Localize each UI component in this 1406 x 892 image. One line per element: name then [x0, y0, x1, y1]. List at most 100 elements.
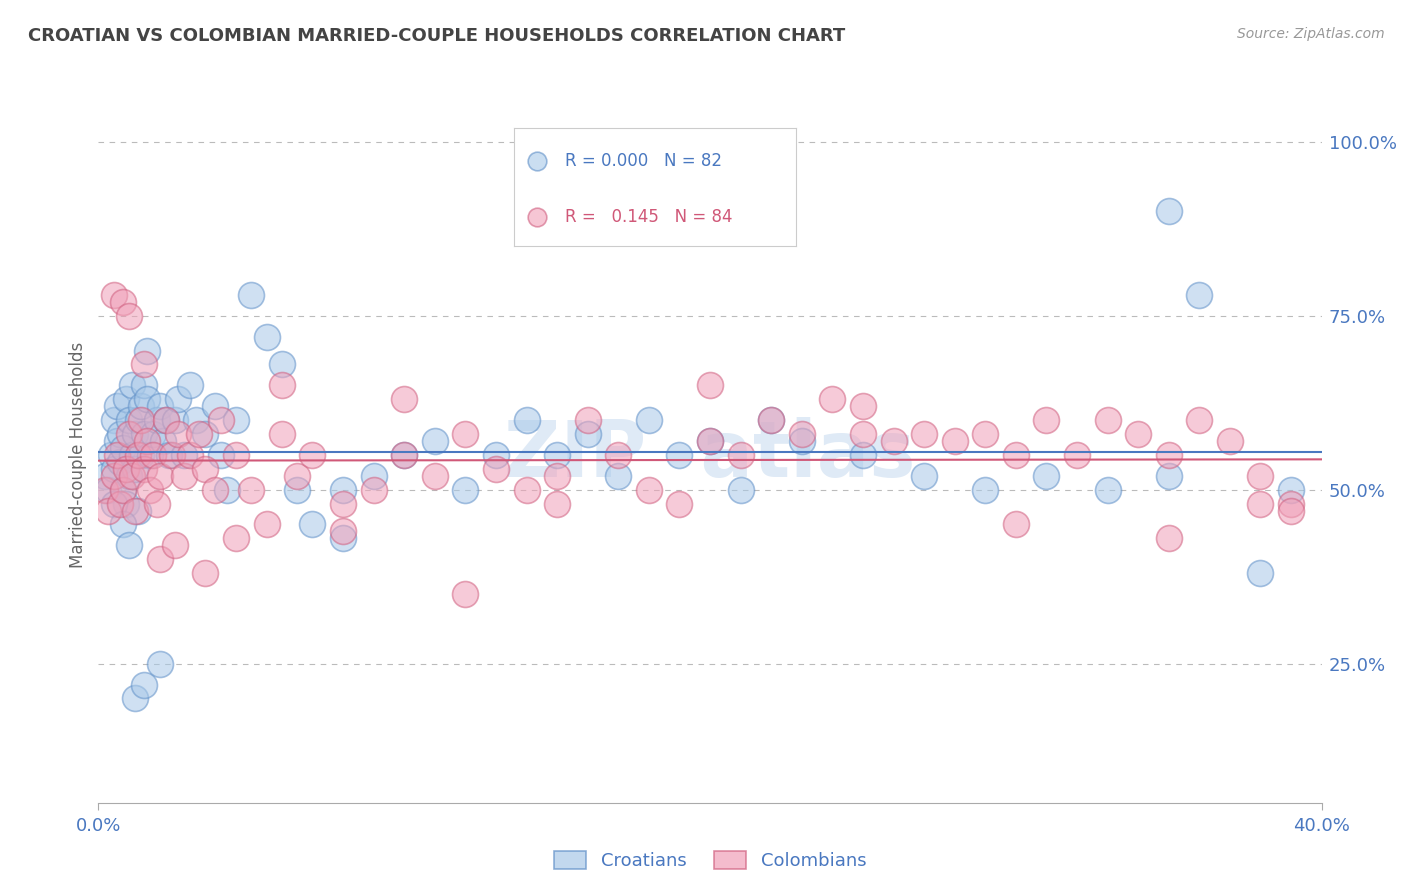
Point [163, 538, 186, 552]
Point [225, 413, 247, 427]
Point [1279, 483, 1302, 497]
Point [149, 468, 172, 483]
Point [100, 448, 122, 462]
Point [332, 532, 354, 546]
Point [127, 413, 149, 427]
Point [668, 497, 690, 511]
Point [256, 329, 278, 343]
Point [332, 483, 354, 497]
Point [1004, 517, 1026, 532]
Point [124, 427, 146, 442]
Point [93, 468, 115, 483]
Point [301, 517, 323, 532]
Point [121, 448, 143, 462]
Point [225, 448, 247, 462]
Point [225, 532, 247, 546]
Point [454, 427, 477, 442]
Point [111, 517, 134, 532]
Point [759, 413, 782, 427]
Point [240, 288, 263, 302]
Point [149, 552, 172, 566]
Point [1066, 448, 1088, 462]
Point [142, 448, 165, 462]
Point [454, 483, 477, 497]
Point [1097, 413, 1119, 427]
Point [118, 427, 141, 442]
Point [1004, 448, 1026, 462]
Point [152, 434, 174, 448]
Point [188, 427, 211, 442]
Point [194, 427, 217, 442]
Point [852, 399, 875, 413]
Point [134, 427, 156, 442]
Point [607, 468, 630, 483]
Point [790, 427, 813, 442]
Point [699, 378, 721, 392]
Point [121, 468, 143, 483]
Point [115, 392, 138, 407]
Point [423, 434, 446, 448]
Point [97, 503, 120, 517]
Point [105, 399, 128, 413]
Point [136, 392, 159, 407]
Point [974, 427, 997, 442]
Point [209, 413, 232, 427]
Point [160, 448, 183, 462]
Point [790, 434, 813, 448]
Text: Source: ZipAtlas.com: Source: ZipAtlas.com [1237, 27, 1385, 41]
Point [1279, 497, 1302, 511]
Point [209, 448, 232, 462]
Point [103, 468, 125, 483]
Point [105, 448, 128, 462]
Point [127, 448, 149, 462]
Y-axis label: Married-couple Households: Married-couple Households [69, 342, 87, 568]
Point [118, 468, 141, 483]
Point [912, 468, 935, 483]
Point [1279, 503, 1302, 517]
Point [332, 497, 354, 511]
Point [167, 427, 190, 442]
Point [108, 427, 131, 442]
Point [129, 448, 152, 462]
Point [730, 448, 752, 462]
Point [332, 524, 354, 539]
Point [730, 483, 752, 497]
Point [129, 399, 152, 413]
Point [105, 434, 128, 448]
Point [111, 441, 134, 455]
Point [454, 587, 477, 601]
Point [173, 448, 195, 462]
Point [1157, 204, 1180, 219]
Text: CROATIAN VS COLOMBIAN MARRIED-COUPLE HOUSEHOLDS CORRELATION CHART: CROATIAN VS COLOMBIAN MARRIED-COUPLE HOU… [28, 27, 845, 45]
Point [883, 434, 905, 448]
Point [173, 468, 195, 483]
Point [103, 288, 125, 302]
Point [637, 413, 661, 427]
Point [1157, 532, 1180, 546]
Point [270, 358, 292, 372]
Point [204, 483, 226, 497]
Point [139, 483, 162, 497]
Point [134, 358, 156, 372]
Point [124, 462, 146, 476]
Point [699, 434, 721, 448]
Point [423, 468, 446, 483]
Point [124, 691, 146, 706]
Point [118, 309, 141, 323]
Point [103, 462, 125, 476]
Point [149, 657, 172, 671]
Point [163, 413, 186, 427]
Point [485, 462, 508, 476]
Point [1157, 468, 1180, 483]
Point [270, 378, 292, 392]
Point [97, 483, 120, 497]
Point [179, 378, 201, 392]
Point [607, 448, 630, 462]
Point [186, 413, 208, 427]
Point [256, 517, 278, 532]
Point [759, 413, 782, 427]
Point [1035, 413, 1057, 427]
Point [134, 677, 156, 691]
Point [145, 413, 167, 427]
Point [240, 483, 263, 497]
